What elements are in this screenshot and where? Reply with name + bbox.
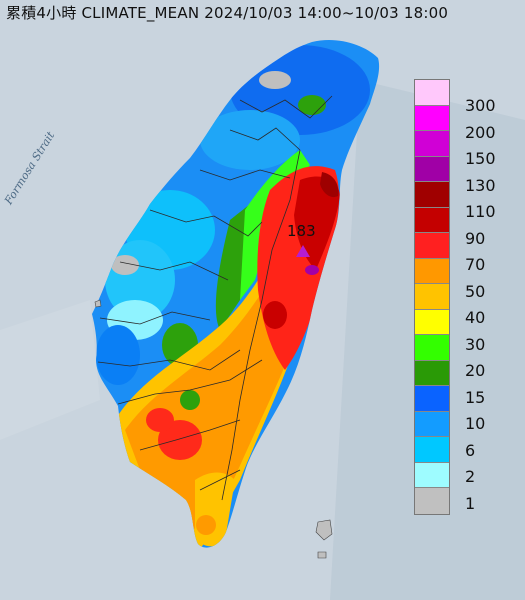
legend-swatch bbox=[415, 284, 449, 310]
legend-label: 15 bbox=[465, 387, 486, 407]
legend-label: 300 bbox=[465, 96, 496, 115]
legend-swatch bbox=[415, 411, 449, 437]
county-boundaries bbox=[97, 95, 333, 501]
legend-swatch bbox=[415, 360, 449, 386]
legend-swatch bbox=[415, 437, 449, 463]
legend-label: 90 bbox=[465, 228, 486, 248]
legend-swatch bbox=[415, 182, 449, 208]
legend-label: 1 bbox=[465, 493, 476, 513]
legend-label: 6 bbox=[465, 440, 476, 460]
legend-swatch bbox=[415, 80, 449, 106]
legend-swatch bbox=[415, 207, 449, 233]
legend-label: 50 bbox=[465, 281, 486, 301]
legend-swatch bbox=[415, 105, 449, 131]
legend-label: 2 bbox=[465, 467, 476, 486]
legend-label: 110 bbox=[465, 202, 496, 221]
max-rainfall-marker-icon bbox=[296, 245, 310, 257]
rainfall-layers bbox=[96, 45, 370, 548]
rainfall-legend bbox=[414, 79, 450, 515]
legend-swatch bbox=[415, 309, 449, 335]
legend-swatch bbox=[415, 386, 449, 412]
legend-label: 200 bbox=[465, 122, 496, 142]
legend-swatch bbox=[415, 488, 449, 514]
legend-swatch bbox=[415, 131, 449, 157]
ocean-shading-west bbox=[0, 300, 100, 440]
legend-swatch bbox=[415, 233, 449, 259]
legend-label: 150 bbox=[465, 149, 496, 168]
offshore-islands bbox=[94, 299, 333, 559]
legend-label: 30 bbox=[465, 334, 486, 354]
legend-swatch bbox=[415, 156, 449, 182]
legend-swatch bbox=[415, 258, 449, 284]
legend-label: 20 bbox=[465, 361, 486, 380]
legend-label: 40 bbox=[465, 308, 486, 327]
legend-label: 10 bbox=[465, 414, 486, 433]
legend-label: 70 bbox=[465, 255, 486, 274]
max-rainfall-value: 183 bbox=[287, 222, 316, 240]
legend-swatch bbox=[415, 335, 449, 361]
map-title: 累積4小時 CLIMATE_MEAN 2024/10/03 14:00~10/0… bbox=[6, 4, 449, 22]
legend-label: 130 bbox=[465, 175, 496, 195]
legend-swatch bbox=[415, 462, 449, 488]
